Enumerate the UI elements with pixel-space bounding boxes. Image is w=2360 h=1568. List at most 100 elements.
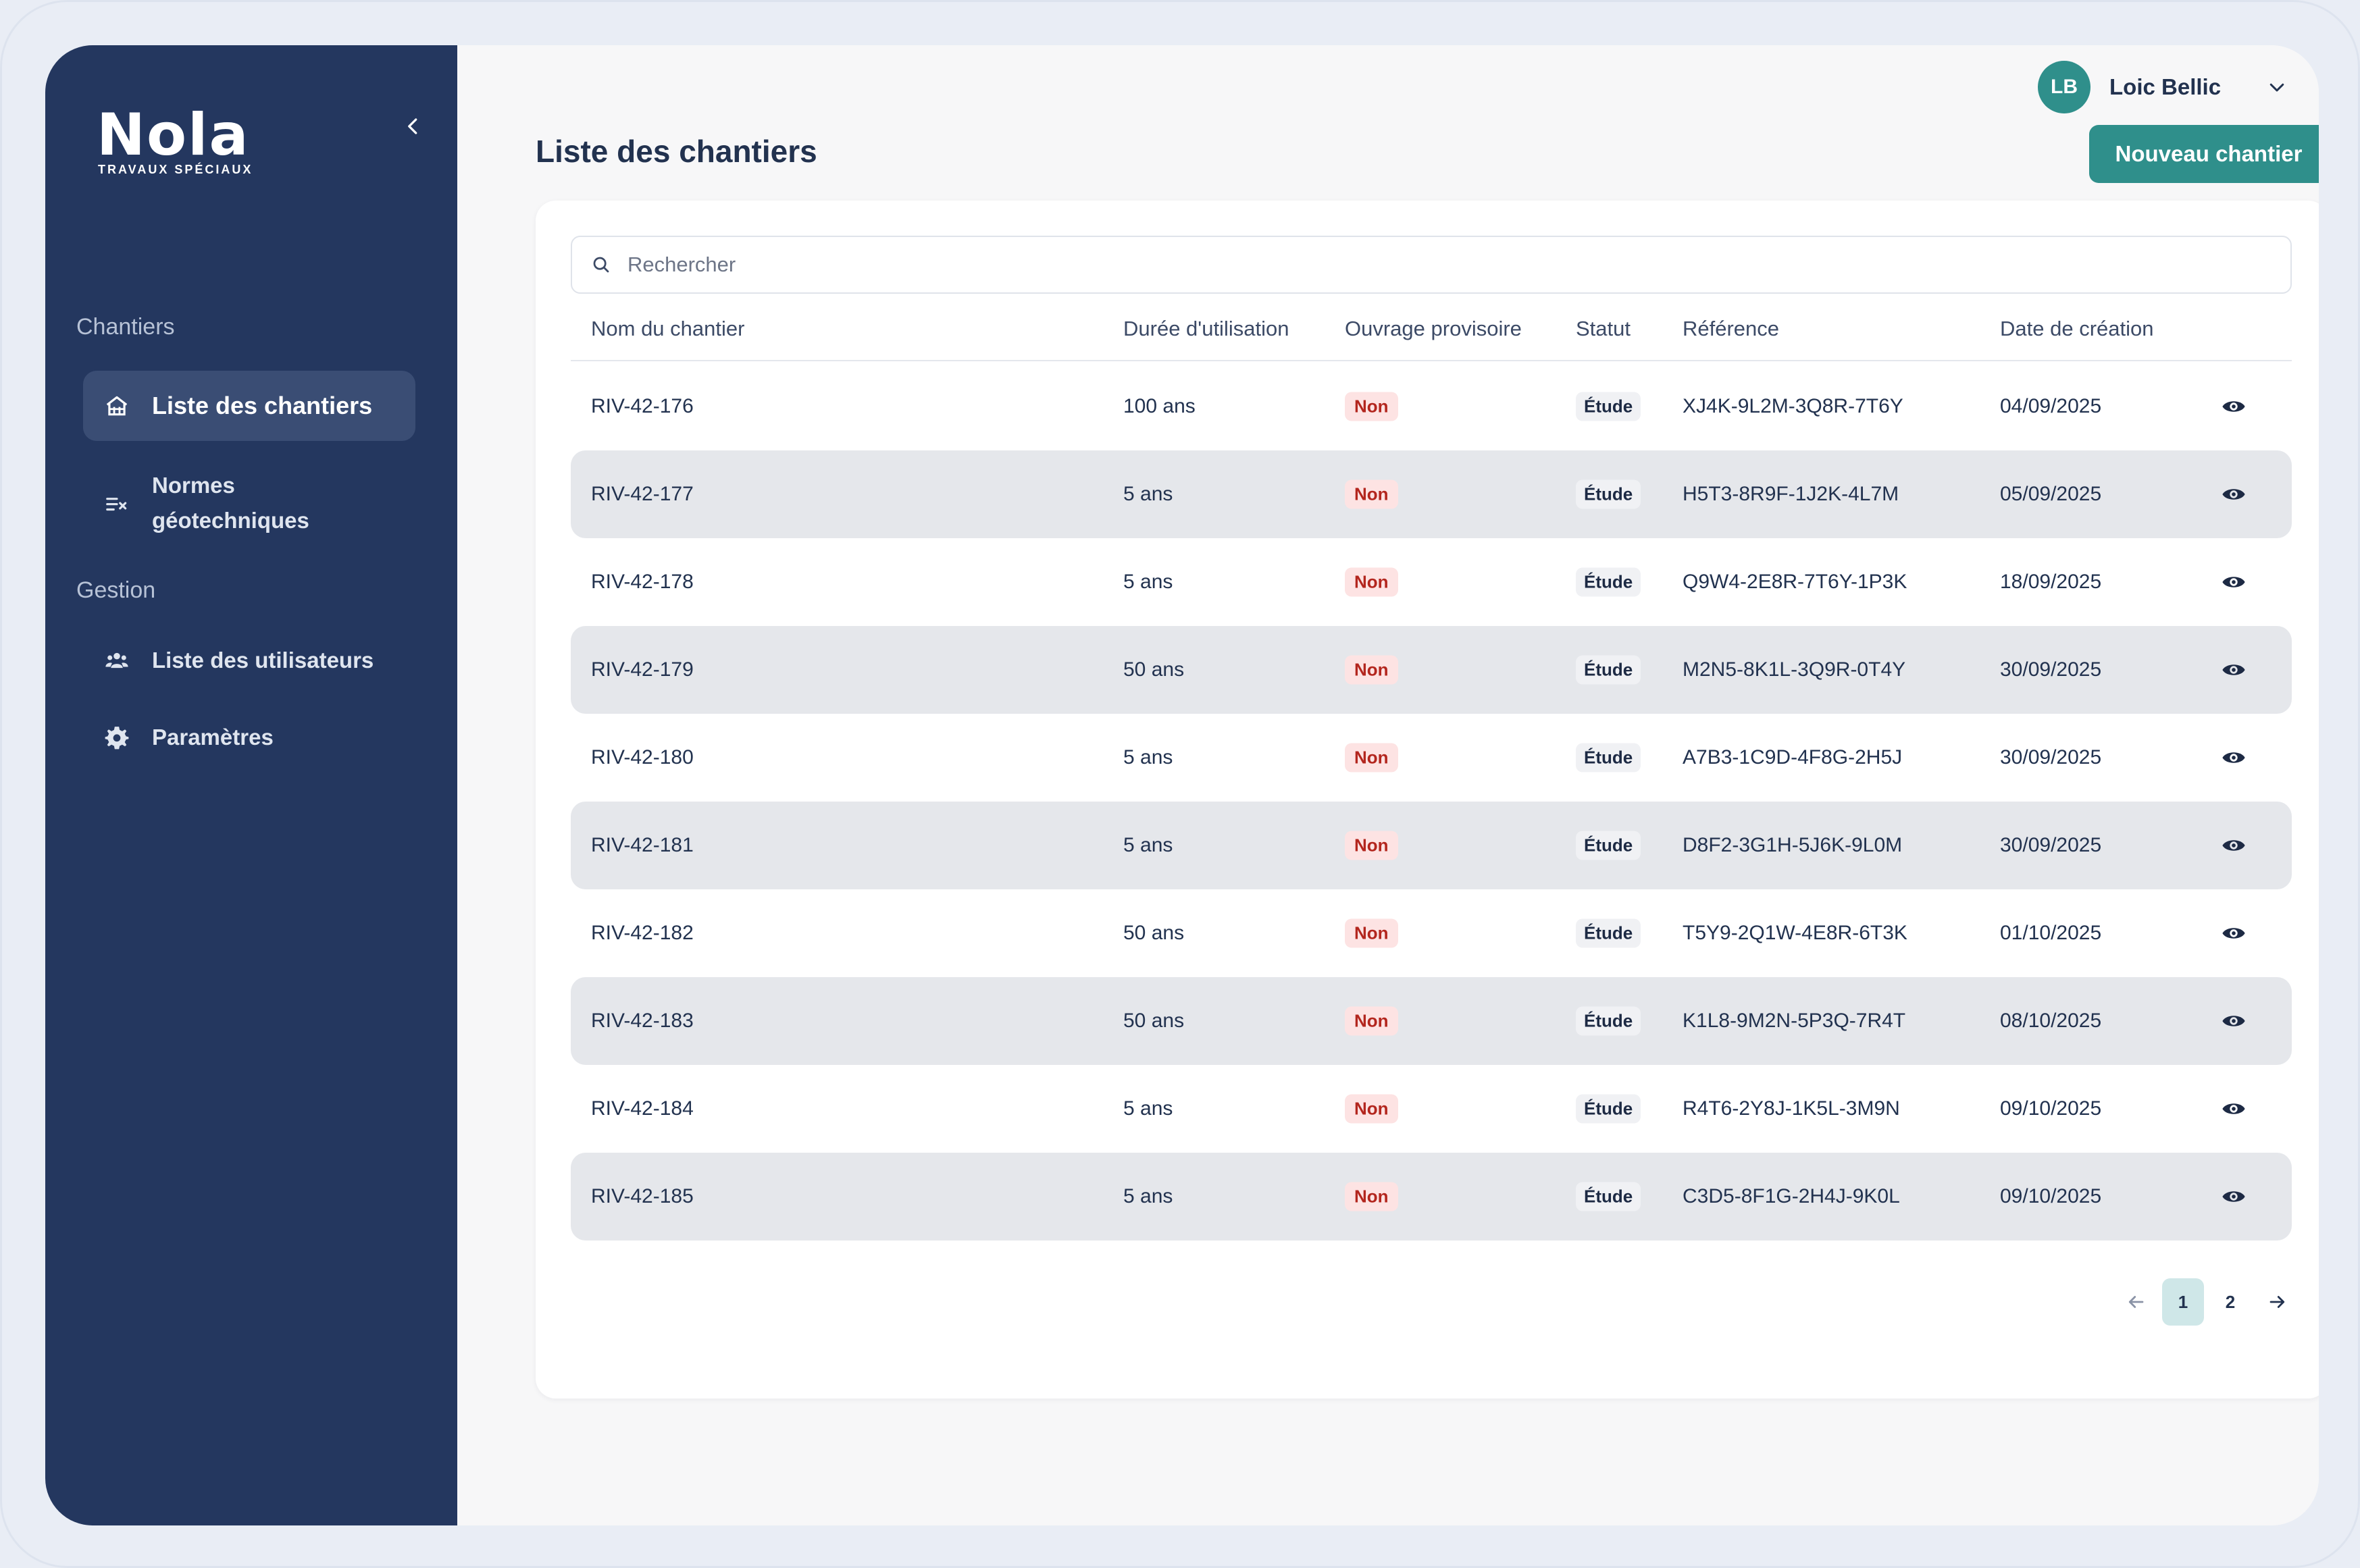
new-chantier-button[interactable]: Nouveau chantier xyxy=(2089,125,2319,183)
previous-page-button[interactable] xyxy=(2115,1278,2157,1326)
arrow-right-icon xyxy=(2269,1296,2285,1308)
avatar: LB xyxy=(2038,61,2090,113)
sidebar-item-parametres[interactable]: Paramètres xyxy=(83,707,415,768)
cell-duree: 5 ans xyxy=(1123,1185,1173,1207)
pagination: 1 2 xyxy=(2115,1278,2304,1326)
status-badge: Étude xyxy=(1576,655,1641,685)
user-name: Loic Bellic xyxy=(2109,74,2222,99)
cell-nom: RIV-42-178 xyxy=(591,571,694,593)
cell-nom: RIV-42-185 xyxy=(591,1185,694,1207)
table-row[interactable]: RIV-42-182 50 ans Non Étude T5Y9-2Q1W-4E… xyxy=(571,889,2292,977)
eye-icon[interactable] xyxy=(2219,392,2249,421)
cell-nom: RIV-42-184 xyxy=(591,1097,694,1120)
eye-icon[interactable] xyxy=(2219,567,2249,597)
sidebar-item-label: Liste des utilisateurs xyxy=(152,648,374,673)
user-menu[interactable]: LB Loic Bellic xyxy=(2038,60,2288,114)
search-input[interactable] xyxy=(626,252,2250,278)
column-header-duree[interactable]: Durée d'utilisation xyxy=(1123,317,1289,340)
column-header-reference[interactable]: Référence xyxy=(1683,317,1780,340)
sidebar-item-label: Normes géotechniques xyxy=(152,473,309,533)
brand-logo[interactable]: Nola TRAVAUX SPÉCIAUX xyxy=(97,105,313,179)
eye-icon[interactable] xyxy=(2219,1094,2249,1124)
arrow-left-icon xyxy=(2128,1296,2144,1308)
cell-nom: RIV-42-177 xyxy=(591,483,694,505)
table-row[interactable]: RIV-42-176 100 ans Non Étude XJ4K-9L2M-3… xyxy=(571,363,2292,450)
cell-date: 30/09/2025 xyxy=(2000,746,2102,768)
table-row[interactable]: RIV-42-179 50 ans Non Étude M2N5-8K1L-3Q… xyxy=(571,626,2292,714)
next-page-button[interactable] xyxy=(2257,1278,2299,1326)
status-badge: Étude xyxy=(1576,1094,1641,1124)
brand-tagline: TRAVAUX SPÉCIAUX xyxy=(98,163,253,176)
status-badge: Étude xyxy=(1576,567,1641,597)
badge-ouvrage-provisoire: Non xyxy=(1345,655,1398,685)
table-header: Nom du chantier Durée d'utilisation Ouvr… xyxy=(571,309,2292,361)
cell-date: 01/10/2025 xyxy=(2000,922,2102,944)
badge-ouvrage-provisoire: Non xyxy=(1345,831,1398,860)
cell-duree: 5 ans xyxy=(1123,571,1173,593)
column-header-ouvrage[interactable]: Ouvrage provisoire xyxy=(1345,317,1522,340)
status-badge: Étude xyxy=(1576,831,1641,860)
eye-icon[interactable] xyxy=(2219,1006,2249,1036)
collapse-sidebar-button[interactable] xyxy=(396,109,430,143)
gear-icon xyxy=(103,724,130,751)
page-button-1[interactable]: 1 xyxy=(2162,1278,2204,1326)
status-badge: Étude xyxy=(1576,918,1641,948)
cell-date: 30/09/2025 xyxy=(2000,834,2102,856)
badge-ouvrage-provisoire: Non xyxy=(1345,392,1398,421)
table-row[interactable]: RIV-42-178 5 ans Non Étude Q9W4-2E8R-7T6… xyxy=(571,538,2292,626)
cell-reference: C3D5-8F1G-2H4J-9K0L xyxy=(1683,1185,1900,1207)
sidebar-item-liste-chantiers[interactable]: Liste des chantiers xyxy=(83,371,415,441)
cell-nom: RIV-42-182 xyxy=(591,922,694,944)
status-badge: Étude xyxy=(1576,1006,1641,1036)
table-row[interactable]: RIV-42-185 5 ans Non Étude C3D5-8F1G-2H4… xyxy=(571,1153,2292,1240)
eye-icon[interactable] xyxy=(2219,743,2249,773)
cell-date: 09/10/2025 xyxy=(2000,1185,2102,1207)
status-badge: Étude xyxy=(1576,743,1641,773)
search-icon xyxy=(593,257,609,273)
table-row[interactable]: RIV-42-183 50 ans Non Étude K1L8-9M2N-5P… xyxy=(571,977,2292,1065)
cell-date: 05/09/2025 xyxy=(2000,483,2102,505)
table-row[interactable]: RIV-42-184 5 ans Non Étude R4T6-2Y8J-1K5… xyxy=(571,1065,2292,1153)
table-row[interactable]: RIV-42-181 5 ans Non Étude D8F2-3G1H-5J6… xyxy=(571,802,2292,889)
column-header-statut[interactable]: Statut xyxy=(1576,317,1631,340)
eye-icon[interactable] xyxy=(2219,831,2249,860)
cell-reference: K1L8-9M2N-5P3Q-7R4T xyxy=(1683,1010,1906,1032)
cell-reference: A7B3-1C9D-4F8G-2H5J xyxy=(1683,746,1903,768)
table-row[interactable]: RIV-42-180 5 ans Non Étude A7B3-1C9D-4F8… xyxy=(571,714,2292,802)
chantiers-table-card: Nom du chantier Durée d'utilisation Ouvr… xyxy=(536,201,2319,1399)
cell-duree: 5 ans xyxy=(1123,483,1173,505)
search-bar[interactable] xyxy=(571,236,2292,294)
cell-reference: H5T3-8R9F-1J2K-4L7M xyxy=(1683,483,1899,505)
badge-ouvrage-provisoire: Non xyxy=(1345,1006,1398,1036)
nav-section-gestion: Gestion xyxy=(76,577,156,603)
users-icon xyxy=(103,647,130,674)
badge-ouvrage-provisoire: Non xyxy=(1345,479,1398,509)
list-check-icon xyxy=(103,490,130,517)
cell-duree: 50 ans xyxy=(1123,658,1185,681)
page-button-2[interactable]: 2 xyxy=(2225,1291,2236,1312)
chevron-down-icon xyxy=(2265,76,2288,99)
cell-duree: 5 ans xyxy=(1123,746,1173,768)
badge-ouvrage-provisoire: Non xyxy=(1345,918,1398,948)
cell-nom: RIV-42-179 xyxy=(591,658,694,681)
status-badge: Étude xyxy=(1576,479,1641,509)
eye-icon[interactable] xyxy=(2219,655,2249,685)
sidebar-item-liste-utilisateurs[interactable]: Liste des utilisateurs xyxy=(83,630,415,691)
badge-ouvrage-provisoire: Non xyxy=(1345,1182,1398,1211)
eye-icon[interactable] xyxy=(2219,918,2249,948)
column-header-date[interactable]: Date de création xyxy=(2000,317,2154,340)
cell-duree: 100 ans xyxy=(1123,395,1196,417)
house-grid-icon xyxy=(103,392,130,419)
cell-date: 04/09/2025 xyxy=(2000,395,2102,417)
eye-icon[interactable] xyxy=(2219,1182,2249,1211)
cell-date: 09/10/2025 xyxy=(2000,1097,2102,1120)
cell-duree: 50 ans xyxy=(1123,1010,1185,1032)
sidebar-item-normes-geotechniques[interactable]: Normes géotechniques xyxy=(83,461,415,545)
cell-duree: 50 ans xyxy=(1123,922,1185,944)
column-header-nom[interactable]: Nom du chantier xyxy=(591,317,745,340)
cell-nom: RIV-42-176 xyxy=(591,395,694,417)
eye-icon[interactable] xyxy=(2219,479,2249,509)
cell-reference: M2N5-8K1L-3Q9R-0T4Y xyxy=(1683,658,1906,681)
table-row[interactable]: RIV-42-177 5 ans Non Étude H5T3-8R9F-1J2… xyxy=(571,450,2292,538)
